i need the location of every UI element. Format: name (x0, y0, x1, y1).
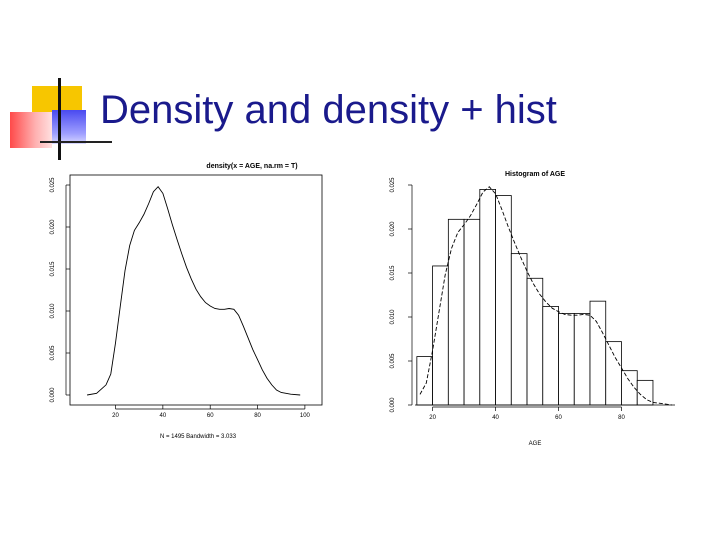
y-tick-label: 0.025 (390, 177, 396, 193)
histogram-bar (573, 313, 591, 406)
histogram-bar (526, 277, 544, 406)
histogram-bar (542, 306, 559, 406)
y-tick-label: 0.000 (390, 397, 396, 413)
x-tick-label: 40 (160, 413, 167, 419)
slide-title: Density and density + hist (100, 88, 557, 132)
density-x-label: N = 1495 Bandwidth = 3.033 (160, 434, 237, 440)
x-tick-label: 20 (429, 415, 436, 421)
histogram-bar (589, 300, 607, 406)
y-tick-label: 0.015 (50, 261, 56, 277)
y-tick-label: 0.020 (50, 219, 56, 235)
x-tick-label: 20 (112, 413, 119, 419)
y-tick-label: 0.005 (390, 353, 396, 369)
histogram-x-label: AGE (529, 441, 542, 447)
y-tick-label: 0.010 (390, 309, 396, 325)
x-tick-label: 100 (300, 413, 311, 419)
histogram-bar (463, 218, 481, 406)
histogram-bar (479, 188, 496, 406)
density-plot-frame (69, 174, 323, 406)
decor-vertical-line (58, 78, 61, 160)
histogram-x-axis: 20 40 60 80 (429, 406, 625, 421)
y-tick-label: 0.015 (390, 265, 396, 281)
decor-blue-square (52, 110, 86, 144)
histogram-bar (558, 313, 575, 406)
histogram-plot: Histogram of AGE 0.0000.0050.0100.0150.0… (390, 171, 675, 447)
x-tick-label: 80 (618, 415, 625, 421)
x-tick-label: 80 (254, 413, 261, 419)
histogram-bar (495, 195, 512, 406)
histogram-y-axis: 0.000 0.005 0.010 0.015 0.020 0.025 (390, 177, 413, 413)
y-tick-label: 0.010 (50, 303, 56, 319)
histogram-bar (605, 341, 622, 406)
density-y-axis: 0.000 0.005 0.010 0.015 0.020 0.025 (50, 177, 70, 403)
density-x-axis: 20 40 60 80 100 (112, 405, 311, 419)
y-tick-label: 0.005 (50, 345, 56, 361)
histogram-bars (415, 188, 675, 406)
y-tick-label: 0.025 (50, 177, 56, 193)
x-tick-label: 60 (555, 415, 562, 421)
x-tick-label: 40 (492, 415, 499, 421)
density-plot-title: density(x = AGE, na.rm = T) (206, 163, 297, 170)
histogram-plot-title: Histogram of AGE (505, 171, 565, 178)
x-tick-label: 60 (207, 413, 214, 419)
histogram-bar (510, 253, 528, 406)
histogram-bar (447, 218, 465, 406)
decor-horizontal-line (40, 141, 112, 143)
y-tick-label: 0.000 (50, 387, 56, 403)
density-plot: density(x = AGE, na.rm = T) 0.0000.0050.… (50, 163, 323, 440)
y-tick-label: 0.020 (390, 221, 396, 237)
density-curve (87, 185, 301, 396)
